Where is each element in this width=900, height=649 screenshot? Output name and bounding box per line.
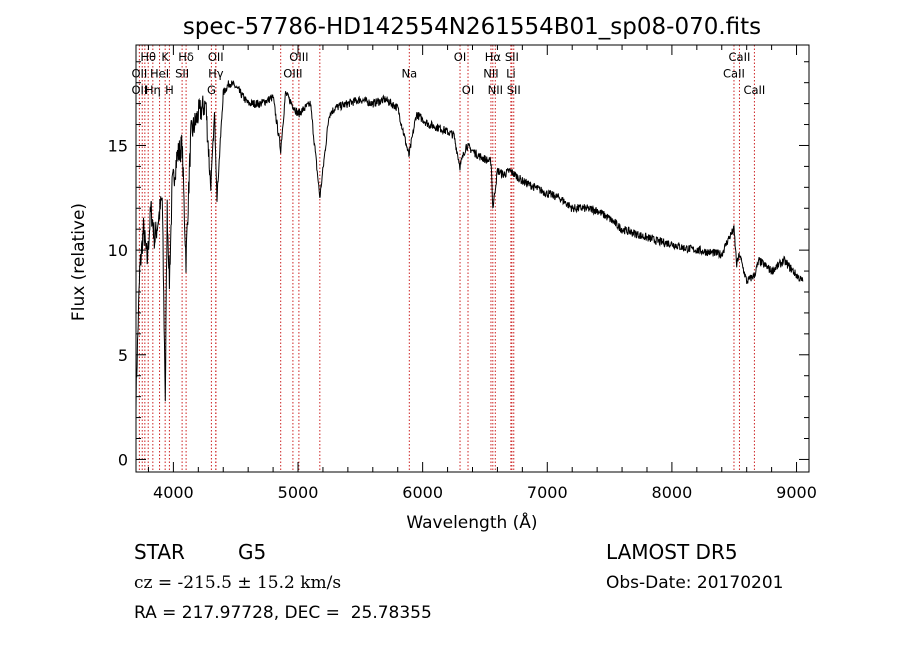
x-axis-label: Wavelength (Å) — [406, 511, 537, 533]
line-label: Na — [401, 67, 417, 81]
line-label: CaII — [723, 67, 745, 81]
line-label: G — [207, 83, 216, 97]
plot-frame — [135, 44, 810, 473]
spectrum-line — [135, 80, 804, 411]
line-markers — [138, 45, 755, 472]
object-type: STAR — [134, 540, 185, 564]
line-label: OI — [454, 50, 466, 64]
line-label: HeI — [150, 67, 169, 81]
line-label: NII — [483, 67, 498, 81]
x-tick-label: 5000 — [278, 483, 319, 502]
coordinates: RA = 217.97728, DEC = 25.78355 — [134, 603, 432, 623]
x-axis-ticks: 4000 5000 6000 7000 8000 9000 — [147, 45, 817, 502]
y-tick-label: 0 — [118, 450, 128, 469]
line-label: SII — [505, 50, 519, 64]
line-label: H — [165, 83, 174, 97]
line-label: Hγ — [208, 67, 224, 81]
line-label: CaII — [743, 83, 765, 97]
line-label: SII — [507, 83, 521, 97]
y-tick-label: 15 — [108, 136, 128, 155]
y-tick-label: 10 — [108, 241, 128, 260]
line-label: Hα — [485, 50, 502, 64]
observation-date: Obs-Date: 20170201 — [606, 573, 784, 593]
line-label: OIII — [289, 50, 308, 64]
x-tick-label: 4000 — [153, 483, 194, 502]
line-label: OIII — [283, 67, 302, 81]
line-label: OII — [208, 50, 224, 64]
survey-name: LAMOST DR5 — [606, 540, 738, 564]
x-tick-label: 6000 — [402, 483, 443, 502]
line-label: SII — [175, 67, 189, 81]
line-label: K — [161, 50, 169, 64]
line-label: Hδ — [178, 50, 194, 64]
y-axis-ticks: 0 5 10 15 — [108, 61, 809, 469]
line-label: Hθ — [140, 50, 156, 64]
line-label: Li — [506, 67, 516, 81]
x-tick-label: 8000 — [652, 483, 693, 502]
y-tick-label: 5 — [118, 346, 128, 365]
line-label: OII — [131, 67, 147, 81]
redshift-cz: cz = -215.5 ± 15.2 km/s — [134, 573, 342, 593]
object-subclass: G5 — [238, 540, 267, 564]
x-tick-label: 7000 — [527, 483, 568, 502]
line-label: CaII — [729, 50, 751, 64]
y-axis-label: Flux (relative) — [69, 203, 89, 321]
line-label: OI — [462, 83, 474, 97]
line-label: Hη — [145, 83, 161, 97]
line-label: OII — [131, 83, 147, 97]
line-label: NII — [488, 83, 503, 97]
x-tick-label: 9000 — [776, 483, 817, 502]
chart-title: spec-57786-HD142554N261554B01_sp08-070.f… — [183, 14, 761, 40]
